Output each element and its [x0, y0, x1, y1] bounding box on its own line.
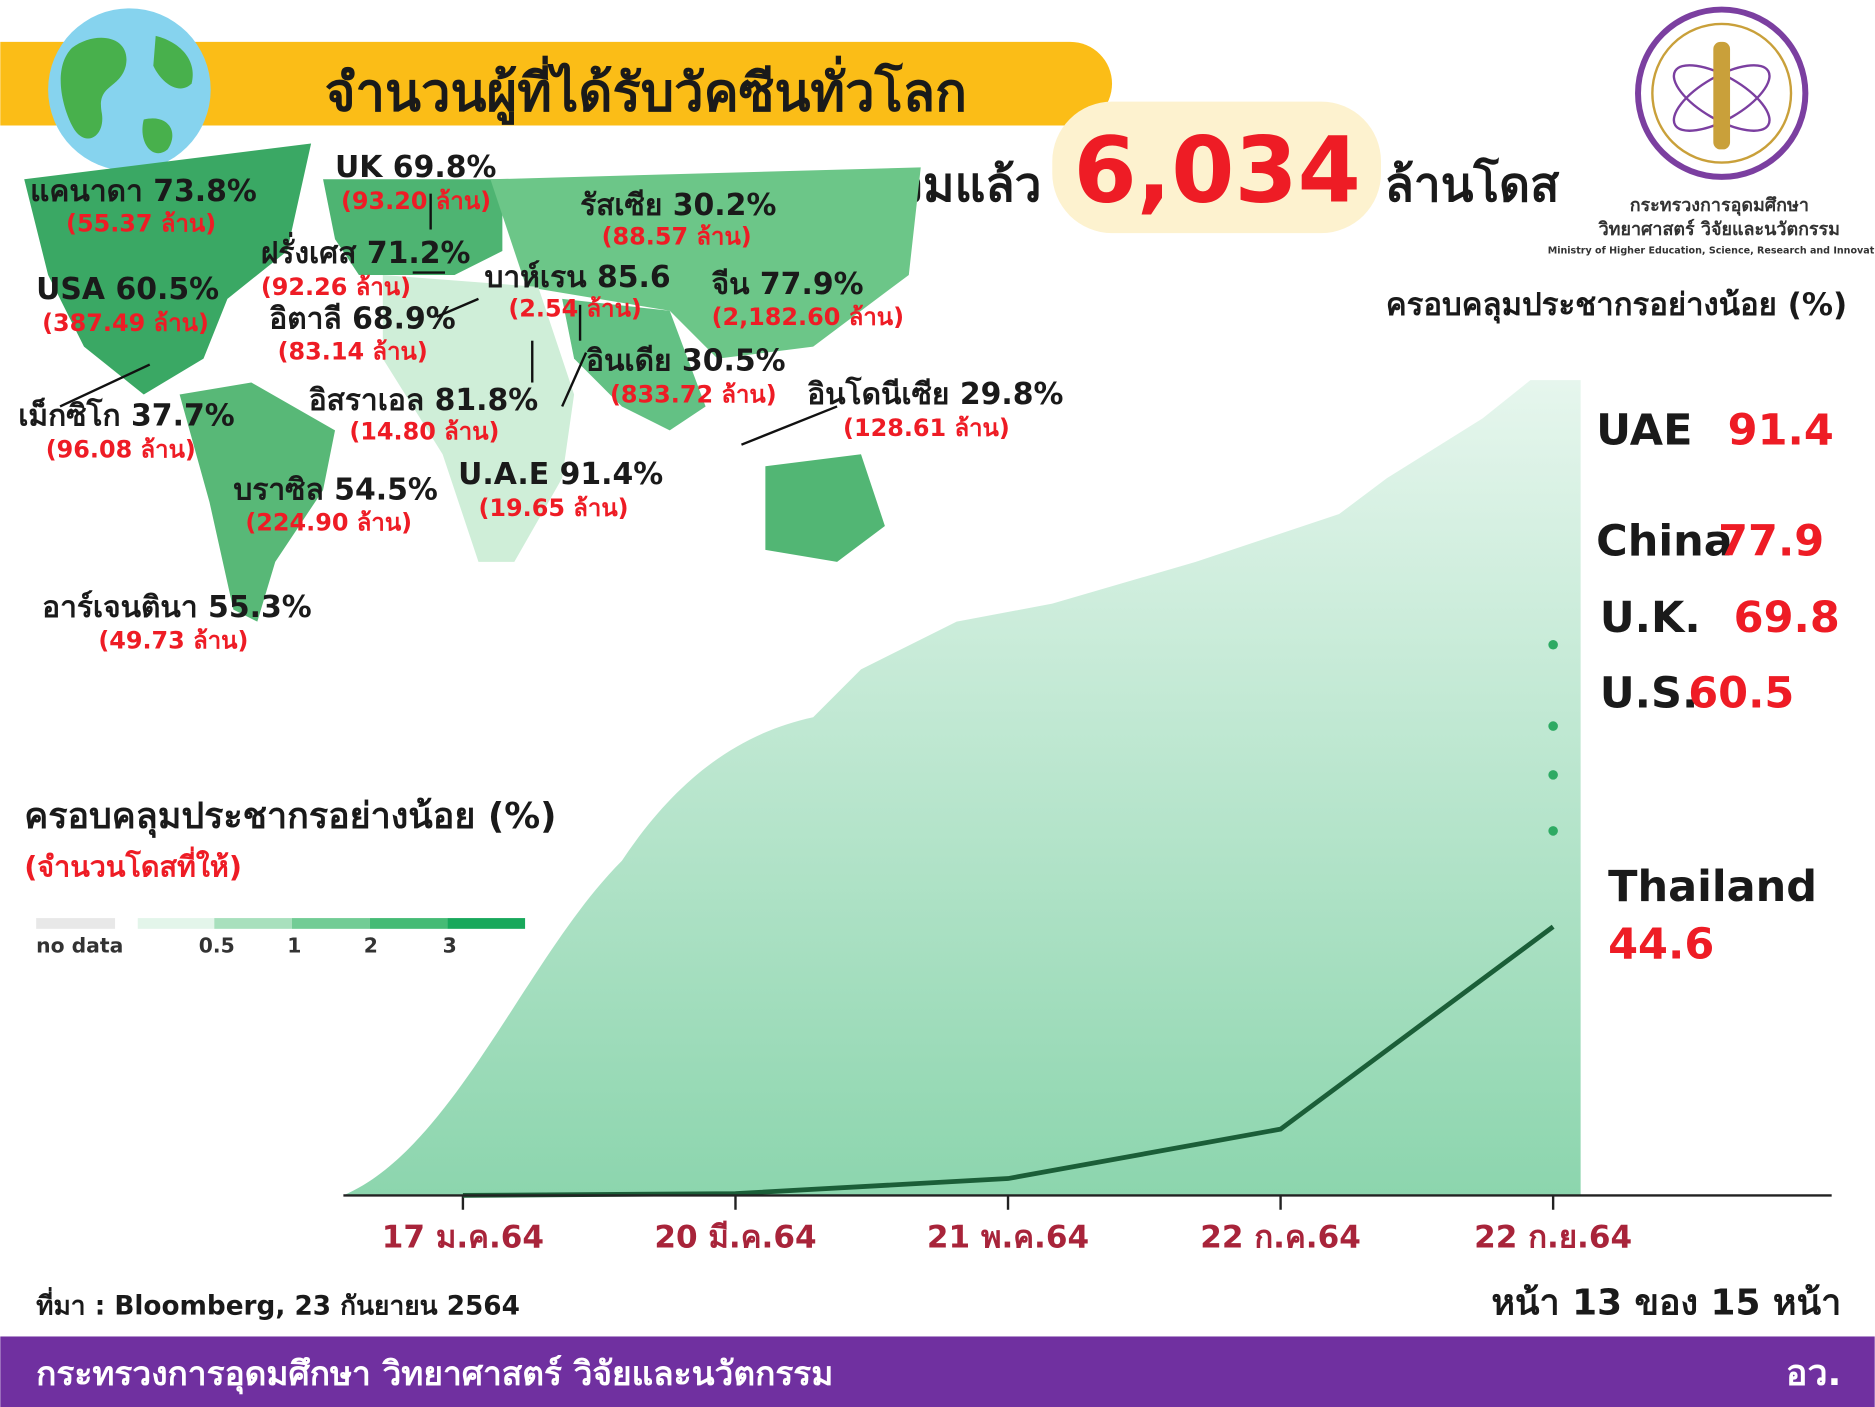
map-arrows — [59, 193, 838, 446]
series-line — [462, 924, 1555, 1198]
country-label: รัสเซีย 30.2% — [580, 188, 776, 223]
x-tick-label: 22 ก.ค.64 — [1200, 1219, 1361, 1255]
country-label: แคนาดา 73.8% — [30, 174, 257, 209]
globe-icon — [48, 8, 211, 171]
country-doses: (92.26 ล้าน) — [261, 273, 411, 301]
series-name: China — [1596, 517, 1733, 567]
series-point — [1548, 826, 1558, 836]
country-label: จีน 77.9% — [711, 267, 863, 302]
total-value: 6,034 — [1074, 118, 1361, 223]
country-label: U.A.E 91.4% — [458, 457, 663, 492]
world-map — [24, 143, 921, 622]
country-label: อินเดีย 30.5% — [586, 344, 786, 379]
footer-bar — [0, 1336, 1875, 1407]
chart-title: ครอบคลุมประชากรอย่างน้อย (%) — [1386, 287, 1847, 324]
chart: 17 ม.ค.64 20 มี.ค.64 21 พ.ค.64 22 ก.ค.64 22 … — [382, 639, 1632, 1255]
legend-swatch — [369, 918, 448, 929]
title-banner — [0, 41, 1113, 126]
series-point — [1548, 721, 1558, 731]
legend-title: ครอบคลุมประชากรอย่างน้อย (%) — [24, 796, 556, 838]
total-suffix: ล้านโดส — [1385, 156, 1561, 213]
footer-org: กระทรวงการอุดมศึกษา วิทยาศาสตร์ วิจัยและ… — [36, 1354, 833, 1395]
map-labels: แคนาดา 73.8%(55.37 ล้าน) UK 69.8%(93.20 ล… — [18, 150, 1063, 655]
source: ที่มา : Bloomberg, 23 กันยายน 2564 — [36, 1287, 520, 1322]
background-lines-area — [343, 380, 1581, 1196]
country-doses: (2,182.60 ล้าน) — [712, 303, 904, 331]
footer-short: อว. — [1786, 1353, 1841, 1394]
x-tick-label: 21 พ.ค.64 — [927, 1219, 1089, 1255]
logo-line: วิทยาศาสตร์ วิจัยและนวัตกรรม — [1598, 218, 1840, 240]
country-label: บาห์เรน 85.6 — [484, 260, 670, 295]
page-number: หน้า 13 ของ 15 หน้า — [1491, 1282, 1841, 1323]
legend-swatch — [291, 918, 370, 929]
legend-swatch — [214, 918, 292, 929]
country-doses: (2.54 ล้าน) — [508, 294, 642, 322]
legend-label: 1 — [287, 934, 301, 958]
series-name: UAE — [1596, 405, 1692, 455]
total-pill — [1052, 101, 1381, 234]
country-label: UK 69.8% — [335, 150, 496, 185]
legend-swatch — [447, 918, 526, 929]
country-doses: (19.65 ล้าน) — [478, 494, 628, 522]
country-label: ฝรั่งเศส 71.2% — [261, 231, 471, 271]
country-label: อาร์เจนตินา 55.3% — [42, 590, 312, 625]
country-doses: (83.14 ล้าน) — [278, 337, 428, 365]
legend-swatch — [137, 918, 215, 929]
value-label: 60.5 — [1688, 668, 1794, 718]
value-label: 69.8 — [1734, 593, 1840, 643]
country-label: บราซิล 54.5% — [233, 473, 437, 508]
country-doses: (88.57 ล้าน) — [602, 223, 752, 251]
legend-subtitle: (จำนวนโดสที่ให้) — [24, 846, 242, 884]
title: จำนวนผู้ที่ได้รับวัคซีนทั่วโลก — [325, 56, 967, 126]
x-tick-label: 20 มี.ค.64 — [654, 1219, 816, 1255]
logo-line: กระทรวงการอุดมศึกษา — [1630, 195, 1809, 216]
legend-label: 3 — [443, 934, 457, 958]
series-name: Thailand — [1608, 862, 1817, 912]
legend-labels: no data 0.5 1 2 3 — [36, 934, 457, 958]
country-label: USA 60.5% — [36, 272, 219, 307]
series-name: U.S. — [1600, 668, 1699, 718]
country-label: อิตาลี 68.9% — [269, 302, 456, 337]
series-name: U.K. — [1600, 593, 1701, 643]
value-label: 77.9 — [1718, 517, 1824, 567]
x-tick-label: 22 ก.ย.64 — [1474, 1219, 1632, 1255]
legend-label: 0.5 — [199, 934, 235, 958]
series-point — [1548, 770, 1558, 780]
value-label: 44.6 — [1608, 919, 1714, 969]
country-doses: (128.61 ล้าน) — [843, 414, 1010, 442]
country-label: อินโดนีเซีย 29.8% — [807, 375, 1063, 412]
country-doses: (55.37 ล้าน) — [66, 210, 216, 238]
country-label: อิสราเอล 81.8% — [309, 383, 539, 418]
series-point — [1548, 639, 1558, 650]
ministry-logo — [1635, 6, 1809, 180]
logo-line: Ministry of Higher Education, Science, R… — [1548, 246, 1875, 257]
legend-label: 2 — [364, 934, 378, 958]
country-doses: (387.49 ล้าน) — [42, 309, 209, 337]
country-doses: (96.08 ล้าน) — [46, 435, 196, 463]
country-doses: (93.20 ล้าน) — [341, 187, 491, 215]
x-tick-label: 17 ม.ค.64 — [382, 1219, 544, 1255]
country-doses: (14.80 ล้าน) — [349, 418, 499, 446]
country-doses: (833.72 ล้าน) — [610, 380, 777, 408]
value-label: 91.4 — [1728, 405, 1834, 455]
country-doses: (224.90 ล้าน) — [245, 508, 412, 536]
country-label: เม็กซิโก 37.7% — [18, 397, 234, 434]
legend-swatch — [36, 918, 116, 929]
legend-label: no data — [36, 934, 123, 958]
country-doses: (49.73 ล้าน) — [98, 627, 248, 655]
